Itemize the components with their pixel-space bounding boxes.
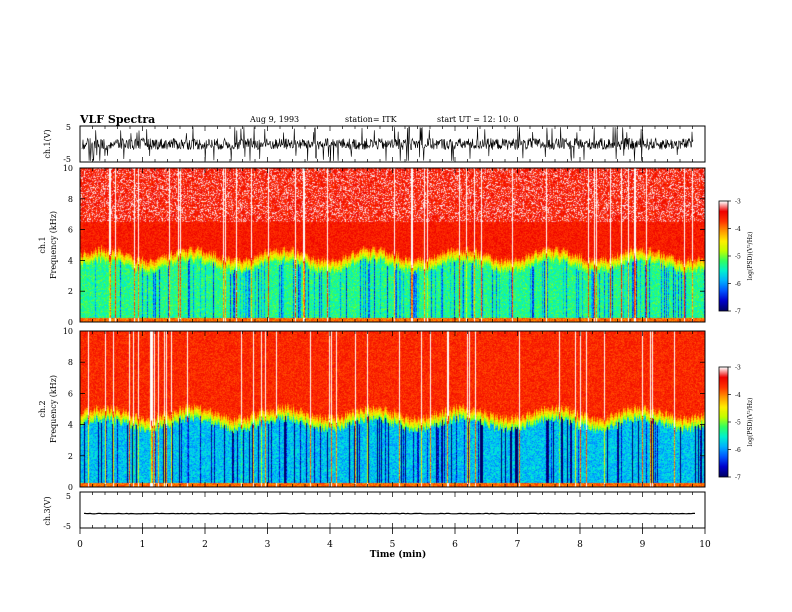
x-tick-label: 8 <box>577 540 583 550</box>
ytick-label: 6 <box>68 389 73 398</box>
colorbar-tick-label: -5 <box>735 420 741 427</box>
ytick-label: 10 <box>63 327 73 336</box>
x-tick-label: 4 <box>327 540 333 550</box>
ch1-spectrogram-yticks: 0 2 4 6 8 10 <box>63 164 705 327</box>
figure-title: VLF Spectra <box>79 113 155 126</box>
ch2-spectrogram-panel: 0 2 4 6 8 10 ch.2 Frequency (kHz) <box>38 327 706 492</box>
ytick-label: 0 <box>68 483 73 492</box>
ch2-spectrogram-heatmap <box>80 331 705 487</box>
colorbar-tick-label: -3 <box>735 365 741 372</box>
ytick-label: 10 <box>63 164 73 173</box>
ch3-waveform-frame <box>79 491 706 529</box>
ch1-waveform-ytick-top: 5 <box>66 123 71 132</box>
ch2-colorbar-gradient <box>719 367 728 477</box>
colorbar-tick-label: -7 <box>735 309 741 316</box>
ch1-spectrogram-ylabel-channel: ch.1 <box>38 236 47 253</box>
ch1-colorbar-label: log(PSD)(V²/Hz) <box>747 232 754 281</box>
ch2-colorbar-label: log(PSD)(V²/Hz) <box>747 398 754 447</box>
ytick-label: 0 <box>68 318 73 327</box>
colorbar-tick-label: -7 <box>735 475 741 482</box>
ytick-label: 4 <box>68 421 73 430</box>
ch1-waveform-trace <box>81 126 694 161</box>
ytick-label: 8 <box>68 195 73 204</box>
x-tick-label: 2 <box>202 540 208 550</box>
ch1-waveform-panel: 5 -5 ch.1(V) <box>43 123 706 164</box>
x-tick-label: 3 <box>265 540 271 550</box>
ytick-label: 2 <box>68 452 73 461</box>
x-tick-label: 5 <box>390 540 396 550</box>
ytick-label: 8 <box>68 358 73 367</box>
colorbar-tick-label: -6 <box>735 447 741 454</box>
ch1-spectrogram-ylabel: Frequency (kHz) <box>49 211 58 279</box>
x-tick-label: 9 <box>640 540 646 550</box>
ch1-waveform-ytick-bottom: -5 <box>63 155 71 164</box>
ch1-spectrogram-panel: 0 2 4 6 8 10 ch.1 Frequency (kHz) <box>38 164 706 327</box>
colorbar-tick-label: -3 <box>735 199 741 206</box>
ch2-spectrogram-ylabel: Frequency (kHz) <box>49 375 58 443</box>
ch2-spectrogram-ylabel-channel: ch.2 <box>38 400 47 417</box>
ch2-spectrogram-yticks: 0 2 4 6 8 10 <box>63 327 705 492</box>
ch1-colorbar-gradient <box>719 201 728 311</box>
ch3-waveform-ytick-top: 5 <box>66 492 71 501</box>
ch3-waveform-line <box>83 512 695 515</box>
ch2-colorbar: -3 -4 -5 -6 -7 log(PSD)(V²/Hz) <box>718 365 754 482</box>
x-tick-label: 6 <box>452 540 458 550</box>
colorbar-tick-label: -5 <box>735 254 741 261</box>
start-ut-label: start UT = 12: 10: 0 <box>437 115 518 124</box>
ytick-label: 6 <box>68 226 73 235</box>
ytick-label: 4 <box>68 256 73 265</box>
ch1-waveform-ylabel: ch.1(V) <box>43 129 52 158</box>
ch3-waveform-trace <box>83 512 695 515</box>
x-tick-label: 1 <box>140 540 146 550</box>
ytick-label: 2 <box>68 287 73 296</box>
ch1-colorbar-ticks: -3 -4 -5 -6 -7 <box>728 199 741 316</box>
ch3-waveform-ylabel: ch.3(V) <box>43 496 52 525</box>
ch1-spectrogram-heatmap <box>80 168 705 322</box>
x-axis-label: Time (min) <box>370 549 427 560</box>
x-tick-label: 10 <box>699 540 711 550</box>
x-tick-label: 0 <box>77 540 83 550</box>
panel-minor-ticks <box>79 126 706 528</box>
ch2-colorbar-ticks: -3 -4 -5 -6 -7 <box>728 365 741 482</box>
date-label: Aug 9, 1993 <box>249 115 299 124</box>
station-label: station= ITK <box>345 115 398 124</box>
x-tick-label: 7 <box>515 540 521 550</box>
ch3-waveform-ytick-bottom: -5 <box>63 522 71 531</box>
x-axis-ticks: 0 1 2 3 4 5 6 7 8 9 10 <box>77 528 711 550</box>
ch1-colorbar: -3 -4 -5 -6 -7 log(PSD)(V²/Hz) <box>718 199 754 316</box>
colorbar-tick-label: -6 <box>735 281 741 288</box>
colorbar-tick-label: -4 <box>735 226 741 233</box>
colorbar-tick-label: -4 <box>735 392 741 399</box>
ch1-waveform-line <box>81 126 694 161</box>
